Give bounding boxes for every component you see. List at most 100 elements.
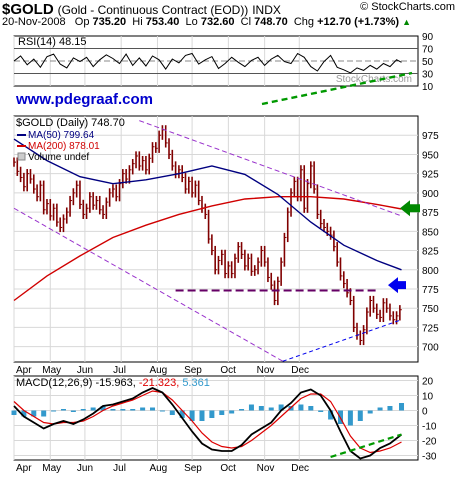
macd-histogram-bar — [268, 407, 274, 411]
close-label: Cl — [240, 16, 252, 28]
price-xtick-label: May — [42, 365, 61, 376]
arrow-left-green-icon — [400, 200, 420, 217]
price-ytick-label: 800 — [422, 266, 439, 277]
macd-histogram-bar — [90, 407, 96, 411]
macd-histogram-bar — [31, 410, 37, 417]
price-ytick-label: 725 — [422, 323, 439, 334]
macd-ytick-label: 0 — [422, 407, 428, 418]
macd-xtick-label: Aug — [149, 463, 167, 474]
macd-xtick-label: May — [42, 463, 61, 474]
macd-histogram-bar — [140, 407, 146, 411]
macd-xtick-label: Sep — [184, 463, 202, 474]
price-ytick-label: 975 — [422, 131, 439, 142]
price-xtick-label: Dec — [291, 365, 309, 376]
macd-histogram-bar — [239, 409, 245, 411]
macd-xtick-label: Nov — [257, 463, 275, 474]
macd-ytick-label: -10 — [422, 422, 437, 433]
macd-histogram-bar — [169, 410, 175, 415]
macd-ytick-label: 10 — [422, 392, 434, 403]
macd-xtick-label: Apr — [16, 463, 32, 474]
x-axis-labels: Apr Apr May May Jun Jun Jul Jul Aug Aug Sep Sep Oct O… — [16, 365, 309, 474]
macd-histogram-bar — [120, 409, 126, 411]
macd-title: MACD(12,26,9) -15.963, -21.323, 5.361 — [16, 377, 210, 389]
macd-histogram-bar — [150, 407, 156, 411]
rsi-watermark: StockCharts.com — [336, 74, 412, 85]
price-frame — [13, 115, 419, 363]
macd-histogram-bar — [328, 410, 334, 420]
annotations: www.pdegraaf.com — [15, 71, 420, 294]
price-xtick-label: Aug — [149, 365, 167, 376]
price-ytick-label: 775 — [422, 285, 439, 296]
price-xtick-label: Nov — [257, 365, 275, 376]
chart-title: $GOLD (Gold - Continuous Contract (EOD))… — [2, 1, 281, 18]
macd-histogram-bar — [318, 410, 324, 412]
rsi-line — [13, 52, 402, 74]
macd-xtick-label: Oct — [220, 463, 236, 474]
macd-histogram-bar — [258, 406, 264, 411]
price-ytick-label: 825 — [422, 247, 439, 258]
macd-line — [13, 387, 403, 460]
macd-histogram-bar — [189, 410, 195, 421]
macd-histogram-bar — [41, 410, 47, 417]
price-panel: 700 725 750 775 800 825 850 875 900 925 950 975 $GOL… — [13, 115, 439, 363]
macd-histogram-bar — [110, 409, 116, 411]
quote-line: 20-Nov-2008 Op 735.20 Hi 753.40 Lo 732.6… — [2, 16, 411, 28]
legend-volume-swatch — [17, 152, 26, 161]
channel-lower-line — [13, 207, 284, 362]
high-value: 753.40 — [145, 16, 180, 28]
macd-xtick-label: Jul — [113, 463, 126, 474]
low-label: Lo — [185, 16, 198, 28]
macd-histogram-bar — [248, 404, 254, 411]
macd-histogram-bar — [11, 410, 17, 415]
price-ytick-label: 850 — [422, 227, 439, 238]
macd-histogram-bar — [130, 409, 136, 411]
price-xtick-label: Jun — [77, 365, 93, 376]
macd-histogram-bar — [308, 406, 314, 411]
arrow-left-blue-icon — [388, 277, 406, 294]
macd-ytick-label: -20 — [422, 437, 437, 448]
price-xtick-label: Sep — [184, 365, 202, 376]
price-xtick-label: Apr — [16, 365, 32, 376]
ma50-line — [13, 138, 402, 271]
rsi-ytick-label: 90 — [422, 32, 434, 43]
macd-panel: -30 -20 -10 0 10 20 MACD(12,26,9) -15.963, -21… — [11, 375, 437, 463]
rsi-ytick-label: 70 — [422, 45, 434, 56]
macd-histogram-bar — [60, 409, 66, 411]
change-value: +12.70 (+1.73%) — [317, 16, 400, 28]
close-value: 748.70 — [254, 16, 288, 28]
macd-ytick-label: 20 — [422, 377, 434, 388]
low-value: 732.60 — [200, 16, 235, 28]
macd-histogram-bar — [51, 410, 57, 412]
open-label: Op — [74, 16, 90, 28]
exchange-label: INDX — [252, 3, 281, 17]
macd-histogram-bar — [70, 410, 76, 412]
macd-histogram-bar — [80, 409, 86, 411]
rsi-ytick-label: 10 — [422, 82, 434, 93]
price-xtick-label: Oct — [220, 365, 236, 376]
price-ytick-label: 875 — [422, 208, 439, 219]
macd-xtick-label: Jun — [77, 463, 93, 474]
macd-histogram-bar — [278, 404, 284, 411]
macd-histogram-bar — [159, 410, 165, 412]
macd-legend-hist: 5.361 — [182, 377, 210, 389]
change-up-icon: ▲ — [402, 17, 412, 27]
macd-trend-line — [330, 433, 402, 459]
macd-legend-macd: MACD(12,26,9) -15.963, — [16, 377, 139, 389]
price-ytick-label: 700 — [422, 343, 439, 354]
rsi-trend-line — [261, 71, 413, 106]
macd-histogram-bar — [219, 410, 225, 415]
macd-histogram-bar — [347, 410, 353, 426]
macd-legend-signal: -21.323, — [139, 377, 182, 389]
price-ytick-label: 900 — [422, 189, 439, 200]
macd-histogram-bar — [367, 410, 373, 414]
macd-xtick-label: Dec — [291, 463, 309, 474]
ma200-line — [13, 196, 402, 302]
macd-histogram-bar — [199, 410, 205, 421]
macd-histogram-bar — [387, 406, 393, 411]
instrument-name: (Gold - Continuous Contract (EOD)) — [57, 3, 249, 17]
macd-histogram-bar — [399, 403, 405, 411]
rsi-title: RSI(14) 48.15 — [18, 36, 86, 48]
website-url: www.pdegraaf.com — [15, 91, 153, 108]
price-ytick-label: 925 — [422, 170, 439, 181]
channel-upper-line — [139, 120, 402, 217]
